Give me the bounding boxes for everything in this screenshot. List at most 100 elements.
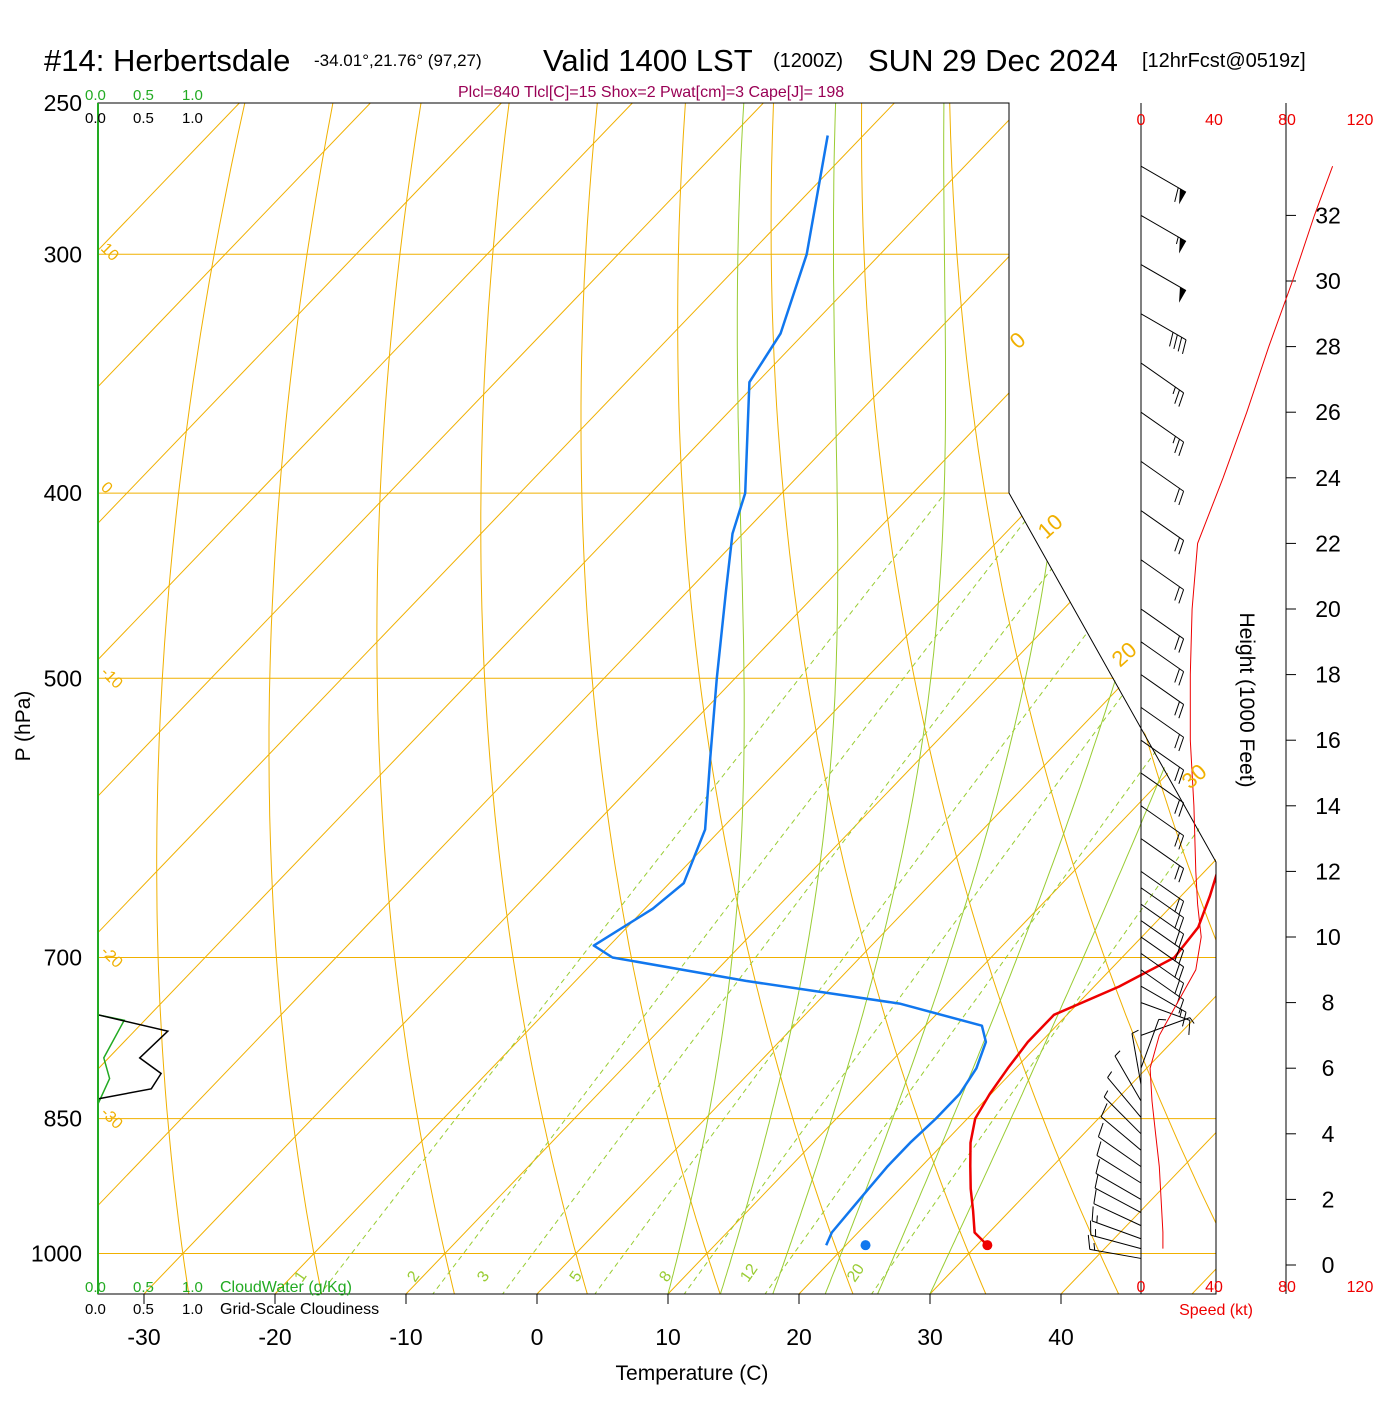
wind-barb-shaft bbox=[1101, 1117, 1141, 1150]
wind-barb-shaft bbox=[1141, 839, 1184, 869]
isotherm-line bbox=[537, 103, 1400, 1294]
height-tick-24: 24 bbox=[1315, 465, 1341, 491]
wind-barb-flag bbox=[1175, 931, 1180, 945]
mixing-ratio-label: 8 bbox=[656, 1268, 675, 1285]
mixing-ratio-label: 3 bbox=[474, 1268, 493, 1285]
p-tick-250: 250 bbox=[44, 90, 82, 116]
wind-barb-flag bbox=[1179, 918, 1184, 932]
isotherm-line bbox=[0, 103, 1025, 1294]
y-axis-title: P (hPa) bbox=[12, 691, 35, 762]
speed-tick-top-40: 40 bbox=[1205, 112, 1223, 129]
wind-barb-flag bbox=[1179, 868, 1184, 882]
cloudwater-bottom-tick-1: 0.5 bbox=[133, 1279, 154, 1296]
valid-time: Valid 1400 LST bbox=[543, 43, 753, 78]
speed-tick-top-120: 120 bbox=[1347, 112, 1374, 129]
cloudwater-bottom-tick-2: 1.0 bbox=[182, 1279, 203, 1296]
dry-adiabat bbox=[481, 103, 588, 1294]
cloudwater-bottom-tick-0: 0.0 bbox=[85, 1279, 106, 1296]
cloudwater-top-tick-0: 0.0 bbox=[85, 87, 106, 104]
wind-barb-flag bbox=[1097, 1141, 1101, 1155]
mixing-ratio-label: 12 bbox=[737, 1261, 761, 1285]
forecast-info: [12hrFcst@0519z] bbox=[1142, 50, 1306, 72]
cloudiness-bottom-tick-0: 0.0 bbox=[85, 1301, 106, 1318]
wind-barb-flag bbox=[1179, 803, 1184, 817]
wind-barb bbox=[1132, 1030, 1141, 1084]
wind-barb-flag bbox=[1095, 1174, 1098, 1188]
surface-dewpoint-dot bbox=[861, 1240, 871, 1250]
wind-barb bbox=[1141, 986, 1186, 1026]
isotherm-label: -10 bbox=[97, 664, 125, 692]
dry-adiabat bbox=[377, 103, 455, 1294]
mixing-ratio-label: 20 bbox=[844, 1261, 868, 1285]
wind-barb-shaft bbox=[1104, 1097, 1141, 1134]
dry-adiabat bbox=[581, 103, 720, 1294]
height-tick-14: 14 bbox=[1315, 793, 1341, 819]
stability-indices: Plcl=840 Tlcl[C]=15 Shox=2 Pwat[cm]=3 Ca… bbox=[458, 84, 844, 101]
wind-barb-flag bbox=[1098, 1123, 1103, 1137]
speed-tick-bottom-80: 80 bbox=[1278, 1279, 1296, 1296]
wind-barb-half-flag bbox=[1115, 1051, 1120, 1056]
height-tick-20: 20 bbox=[1315, 596, 1341, 622]
valid-date: SUN 29 Dec 2024 bbox=[868, 43, 1118, 78]
wind-barb-half-flag bbox=[1094, 1243, 1095, 1250]
isotherm-label: -20 bbox=[97, 943, 125, 971]
mixing-ratio-label: 5 bbox=[567, 1268, 586, 1285]
x-tick-20: 20 bbox=[786, 1324, 812, 1350]
height-tick-22: 22 bbox=[1315, 530, 1341, 556]
moist-adiabat bbox=[668, 103, 744, 1294]
wind-barb bbox=[1141, 1003, 1190, 1035]
wind-barb-flag bbox=[1096, 1159, 1100, 1173]
x-tick-0: 0 bbox=[531, 1324, 544, 1350]
isotherm-label: 10 bbox=[97, 240, 122, 265]
wind-barb-shaft bbox=[1141, 806, 1184, 836]
wind-barb bbox=[1094, 1189, 1141, 1225]
wind-barb-shaft bbox=[1141, 1003, 1190, 1021]
speed-tick-bottom-0: 0 bbox=[1137, 1279, 1146, 1296]
speed-tick-top-0: 0 bbox=[1137, 112, 1146, 129]
cloudiness-top-tick-2: 1.0 bbox=[182, 110, 203, 127]
height-tick-26: 26 bbox=[1315, 399, 1341, 425]
x-tick--10: -10 bbox=[389, 1324, 422, 1350]
x-tick-40: 40 bbox=[1048, 1324, 1074, 1350]
speed-tick-bottom-40: 40 bbox=[1205, 1279, 1223, 1296]
isotherm-label: 0 bbox=[97, 479, 115, 497]
wind-barb-shaft bbox=[1141, 921, 1184, 951]
wind-barb-shaft bbox=[1097, 1155, 1141, 1183]
wind-barb-half-flag bbox=[1104, 1091, 1108, 1097]
wind-barb-flag bbox=[1175, 866, 1180, 880]
wind-barb-shaft bbox=[1141, 888, 1184, 918]
wind-barb-shaft bbox=[1141, 937, 1184, 967]
dry-adiabat bbox=[157, 103, 245, 1294]
height-tick-10: 10 bbox=[1315, 924, 1341, 950]
wind-barb-shaft bbox=[1096, 1173, 1141, 1199]
wind-barb bbox=[1108, 1072, 1141, 1118]
height-tick-32: 32 bbox=[1315, 202, 1341, 228]
surface-temperature-dot bbox=[982, 1240, 992, 1250]
p-tick-1000: 1000 bbox=[31, 1241, 82, 1267]
station-title: #14: Herbertsdale bbox=[44, 43, 290, 78]
cloudwater-axis-label: CloudWater (g/Kg) bbox=[220, 1279, 352, 1296]
x-tick-10: 10 bbox=[655, 1324, 681, 1350]
wind-barb-flag bbox=[1179, 967, 1184, 981]
cloudiness-bottom-tick-2: 1.0 bbox=[182, 1301, 203, 1318]
isotherm-label: -30 bbox=[97, 1104, 125, 1132]
wind-barb-half-flag bbox=[1159, 1019, 1166, 1020]
wind-barb-shaft bbox=[1094, 1204, 1141, 1226]
wind-barb bbox=[1095, 1174, 1141, 1213]
cloudiness-profile bbox=[98, 1015, 168, 1099]
wind-barb-shaft bbox=[1141, 1019, 1159, 1068]
wind-barb-flag bbox=[1175, 964, 1180, 978]
wind-barb-flag bbox=[1175, 800, 1180, 814]
height-axis-title: Height (1000 Feet) bbox=[1235, 612, 1258, 787]
p-tick-400: 400 bbox=[44, 480, 82, 506]
speed-tick-top-80: 80 bbox=[1278, 112, 1296, 129]
wind-barb-flag bbox=[1094, 1189, 1096, 1203]
wind-barb-flag bbox=[1175, 915, 1180, 929]
cloudwater-profile bbox=[98, 1015, 124, 1104]
wind-barb-shaft bbox=[1095, 1188, 1141, 1212]
p-tick-500: 500 bbox=[44, 665, 82, 691]
height-tick-8: 8 bbox=[1322, 990, 1335, 1016]
height-tick-28: 28 bbox=[1315, 334, 1341, 360]
